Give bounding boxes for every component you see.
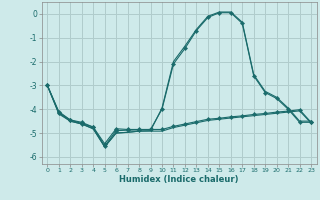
X-axis label: Humidex (Indice chaleur): Humidex (Indice chaleur): [119, 175, 239, 184]
